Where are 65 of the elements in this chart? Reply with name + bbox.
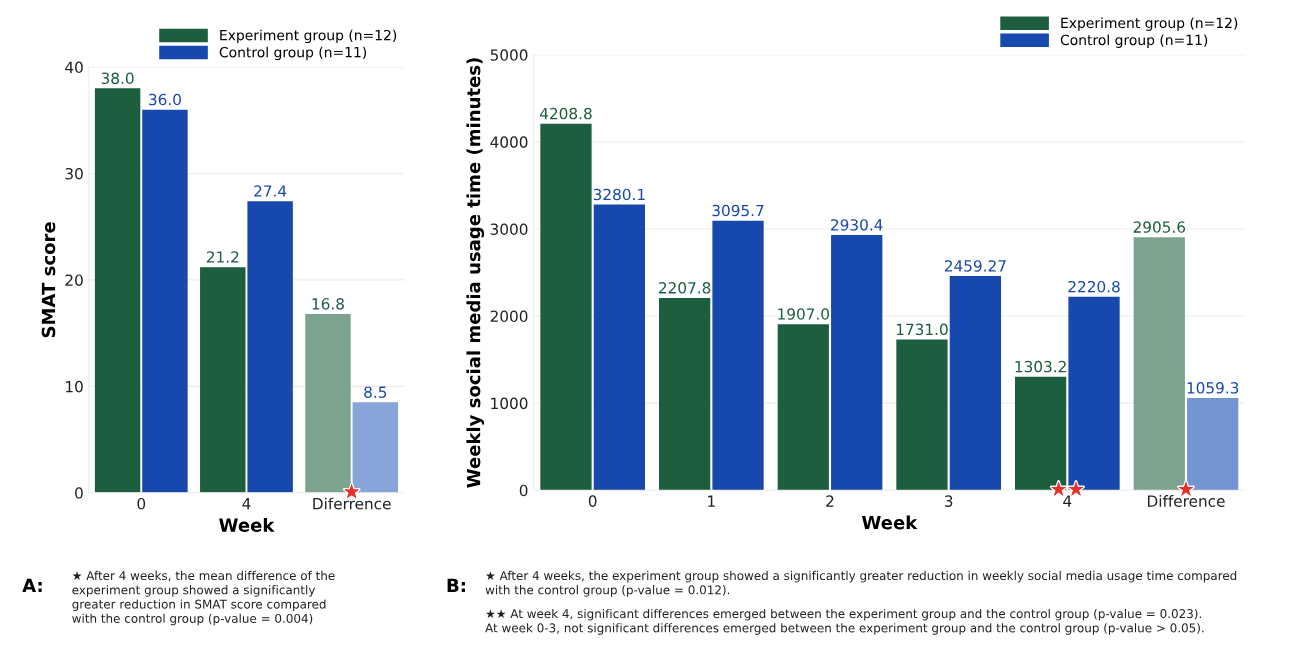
y-tick-label: 2000 [490,310,528,323]
y-axis-title: SMAT score [41,222,56,338]
legend-label: Control group (n=11) [219,46,367,61]
annotation: ★★ [1051,481,1084,496]
bar [142,109,188,493]
x-tick-label: Diferrence [313,497,391,510]
data-label: 21.2 [206,251,239,263]
data-label: 16.8 [312,298,344,310]
x-tick-label: 0 [137,497,146,510]
x-tick-label: 3 [944,495,953,507]
y-tick-label: 4000 [490,136,528,148]
y-axis-title: Weekly social media usage time (minutes) [466,58,485,488]
data-label: 1303.2 [1015,360,1066,373]
x-axis-title: Week [861,515,918,530]
legend-label: Control group (n=11) [1060,34,1208,48]
y-tick-label: 0 [519,484,528,497]
x-tick-label: 2 [826,495,834,507]
bar [896,339,948,491]
x-tick-label: Difference [1147,495,1225,507]
bar [247,201,293,493]
data-label: 2220.8 [1068,280,1120,293]
data-label: 27.4 [254,185,287,197]
data-label: 2930.4 [831,219,883,231]
legend-label: Experiment group (n=12) [220,29,397,44]
y-tick-label: 5000 [490,49,528,61]
data-label: 3280.1 [593,188,645,201]
text: ★★ At week 4, significant differences emerged between the experiment group and the control group (p-value = 0.023). At week 0-3, not significant differences emerged between the experiment group and the control group (p-value > 0.05). [485,608,1204,635]
data-label: 38.0 [101,72,134,85]
bar [200,267,246,493]
legend-label: Experiment group (n=12) [1061,17,1238,31]
bar [831,235,883,491]
text: ★ After 4 weeks, the experiment group showed a significantly greater reduction in weekly social media usage time compared with the control group (p-value = 0.012). [485,570,1237,597]
data-label: 1907.0 [778,308,830,320]
text: B: [447,578,465,592]
y-tick-label: 40 [65,61,83,74]
x-tick-label: 0 [588,495,597,507]
data-label: 2459.27 [944,260,1006,272]
y-tick-label: 0 [75,487,83,499]
bar [949,276,1001,491]
data-label: 2905.6 [1133,221,1186,233]
text: ★ After 4 weeks, the mean difference of the experiment group showed a significantly greater reduction in SMAT score compared with the control group (p-value = 0.004) [72,570,335,626]
annotation: ★ [344,484,360,499]
data-label: 3095.7 [712,204,764,217]
data-label: 36.0 [149,93,181,106]
bar [659,297,711,491]
x-tick-label: 1 [708,495,715,507]
text: A: [22,578,42,592]
bar [777,324,829,491]
x-axis-title: Week [219,517,275,532]
x-tick-label: 4 [1063,495,1072,507]
bar [540,123,592,491]
y-tick-label: 30 [65,167,83,180]
bar [593,204,645,491]
x-tick-label: 4 [242,498,251,510]
data-label: 1731.0 [896,323,948,336]
y-tick-label: 3000 [490,223,528,235]
y-tick-label: 20 [65,274,83,286]
bar [94,88,141,493]
data-label: 1059.3 [1187,382,1239,394]
bar [712,220,764,491]
data-label: 4208.8 [539,107,592,120]
data-label: 2207.8 [659,282,711,294]
y-tick-label: 10 [66,380,83,393]
data-label: 8.5 [364,386,387,398]
y-tick-label: 1000 [491,397,528,410]
